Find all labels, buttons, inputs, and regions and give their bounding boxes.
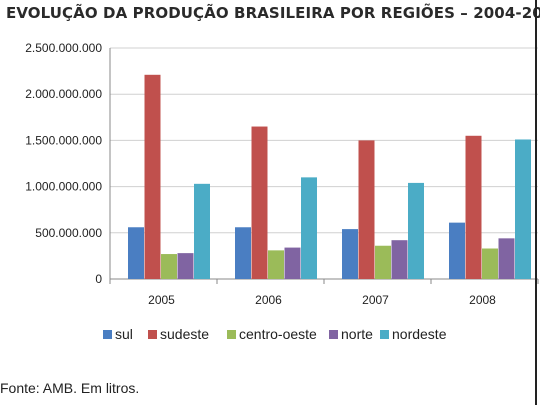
bar-sudeste (251, 126, 268, 279)
bar-centro-oeste (375, 245, 391, 279)
bar-nordeste (408, 182, 424, 279)
x-tick-label: 2007 (362, 293, 389, 307)
frame-border (535, 0, 537, 405)
x-tick-label: 2006 (255, 293, 282, 307)
chart-title: EVOLUÇÃO DA PRODUÇÃO BRASILEIRA POR REGI… (6, 4, 540, 22)
legend-label-centro-oeste: centro-oeste (239, 326, 317, 342)
bar-nordeste (515, 139, 531, 279)
bar-sudeste (465, 135, 482, 279)
legend-swatch-centro-oeste (227, 330, 236, 339)
bar-sul (128, 227, 144, 279)
bar-nordeste (194, 183, 210, 279)
legend-label-sudeste: sudeste (160, 326, 209, 342)
legend-swatch-sudeste (148, 330, 157, 339)
legend-label-norte: norte (341, 326, 373, 342)
y-tick-label: 0 (95, 272, 102, 286)
bar-centro-oeste (268, 250, 284, 279)
bar-norte (177, 253, 194, 279)
bar-sul (235, 227, 251, 279)
bar-norte (391, 240, 408, 279)
y-tick-label: 1.500.000.000 (25, 133, 102, 147)
y-tick-label: 1.000.000.000 (25, 180, 102, 194)
bar-sudeste (144, 74, 161, 279)
bar-centro-oeste (161, 254, 177, 279)
chart-area: 0 500.000.000 1.000.000.000 1.500.000.000 2.… (0, 28, 540, 368)
bar-norte (498, 238, 515, 279)
x-tick-label: 2005 (148, 293, 175, 307)
y-tick-label: 2.500.000.000 (25, 41, 102, 55)
bar-sudeste (358, 140, 375, 279)
bar-chart: 0 500.000.000 1.000.000.000 1.500.000.000 2.… (25, 41, 539, 342)
legend-label-sul: sul (115, 326, 133, 342)
y-tick-label: 2.000.000.000 (25, 87, 102, 101)
y-tick-label: 500.000.000 (35, 226, 102, 240)
bar-nordeste (301, 177, 317, 279)
legend-label-nordeste: nordeste (392, 326, 447, 342)
legend-swatch-sul (103, 330, 112, 339)
bar-centro-oeste (482, 248, 498, 279)
legend-swatch-norte (329, 330, 338, 339)
source-note: Fonte: AMB. Em litros. (0, 380, 140, 396)
bar-norte (284, 247, 301, 279)
x-tick-label: 2008 (469, 293, 496, 307)
legend-swatch-nordeste (380, 330, 389, 339)
bar-sul (342, 229, 358, 279)
bar-sul (449, 222, 465, 279)
